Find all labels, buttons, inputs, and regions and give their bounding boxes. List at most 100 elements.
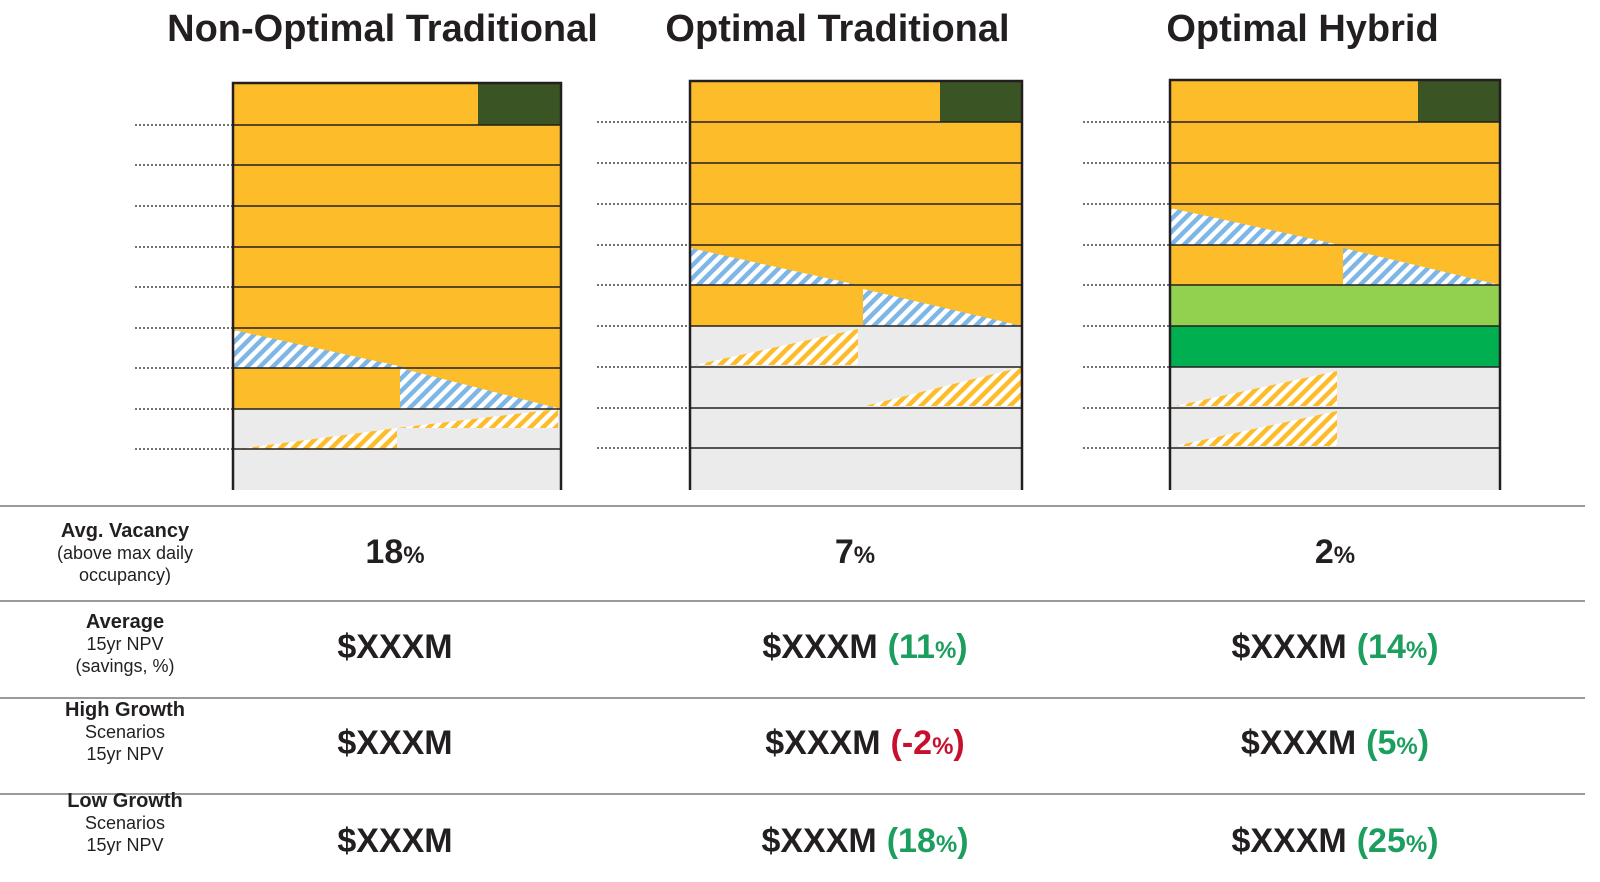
row-label-sub: Scenarios [84, 813, 166, 833]
savings-delta: (11%) [888, 628, 968, 666]
building-outline [231, 81, 563, 490]
row-label-sub: Scenarios [84, 722, 166, 742]
delta-pct: % [1405, 637, 1428, 664]
row-label-head: Average [85, 611, 165, 633]
floor-lines [1170, 121, 1500, 449]
delta-num: -2 [901, 724, 933, 762]
premium-block [1418, 80, 1500, 122]
row-label-sub: 15yr NPV [86, 835, 164, 855]
delta-close: ) [1427, 628, 1439, 666]
value-num: 7 [834, 533, 854, 571]
average-npv-non-optimal: $XXXM [290, 628, 500, 667]
delta-close: ) [957, 822, 969, 860]
delta-pct: % [1396, 733, 1418, 760]
row-label-sub: 15yr NPV [86, 634, 164, 654]
delta-num: 14 [1368, 628, 1406, 666]
building-outline [688, 79, 1024, 490]
yellow-hatch-wedge-lower [1175, 411, 1337, 446]
delta-close: ) [956, 628, 968, 666]
table-rule-1 [0, 600, 1585, 602]
average-npv-optimal-hybrid: $XXXM (14%) [1170, 628, 1500, 667]
delta-open: ( [886, 822, 899, 860]
npv-amount: $XXXM [762, 628, 878, 666]
scenario-title-non-optimal-traditional: Non-Optimal Traditional [167, 8, 598, 50]
floor-dashed-guides [1083, 121, 1170, 449]
value-pct: % [403, 542, 425, 569]
delta-open: ( [1356, 628, 1369, 666]
npv-amount: $XXXM [337, 628, 453, 666]
yellow-hatch-wedge-lower [865, 367, 1022, 406]
floor-lines [233, 124, 561, 450]
vacancy-value-optimal-hybrid: 2% [1250, 533, 1420, 572]
row-label-average-npv: Average 15yr NPV (savings, %) [0, 611, 250, 677]
blue-hatch-wedge-upper [690, 248, 858, 285]
building-optimal-hybrid [1083, 78, 1502, 490]
delta-num: 5 [1377, 724, 1397, 762]
hybrid-space-floor [1170, 326, 1500, 367]
value-num: 2 [1314, 533, 1334, 571]
delta-close: ) [1427, 822, 1439, 860]
yellow-hatch-wedge-left [238, 428, 397, 449]
delta-close: ) [1417, 724, 1430, 762]
premium-block [478, 83, 561, 125]
delta-open: ( [890, 724, 902, 762]
low-growth-npv-optimal-hybrid: $XXXM (25%) [1170, 822, 1500, 861]
average-npv-optimal-traditional: $XXXM (11%) [700, 628, 1030, 667]
npv-amount: $XXXM [1240, 724, 1357, 762]
row-label-low-growth: Low Growth Scenarios 15yr NPV [0, 790, 250, 856]
table-rule-top [0, 505, 1585, 507]
row-label-sub: 15yr NPV [86, 744, 164, 764]
delta-open: ( [887, 628, 899, 666]
yellow-hatch-wedge-upper [695, 329, 858, 365]
floor-lines [690, 121, 1022, 449]
delta-pct: % [1405, 831, 1428, 858]
delta-open: ( [1356, 822, 1369, 860]
building-non-optimal-traditional [135, 81, 563, 490]
vacancy-value-non-optimal: 18% [310, 533, 480, 572]
table-rule-2 [0, 697, 1585, 699]
delta-close: ) [953, 724, 965, 762]
blue-hatch-wedge-lower [400, 368, 561, 409]
floor-dashed-guides [135, 124, 233, 450]
scenario-title-optimal-hybrid: Optimal Hybrid [1166, 8, 1439, 50]
table-rule-3 [0, 793, 1585, 795]
vacancy-value-optimal-traditional: 7% [770, 533, 940, 572]
delta-num: 25 [1368, 822, 1406, 860]
row-label-head: High Growth [65, 699, 185, 721]
floor-dashed-guides [597, 121, 690, 449]
yellow-hatch-wedge-right [397, 409, 558, 428]
npv-amount: $XXXM [1231, 628, 1347, 666]
npv-amount: $XXXM [337, 724, 453, 762]
blue-hatch-wedge-lower [1343, 248, 1500, 285]
high-growth-npv-optimal-hybrid: $XXXM (5%) [1170, 724, 1500, 763]
blue-hatch-wedge-lower [863, 289, 1022, 326]
savings-delta: (-2%) [891, 724, 965, 762]
savings-delta: (25%) [1357, 822, 1439, 860]
npv-amount: $XXXM [761, 822, 877, 860]
row-label-avg-vacancy: Avg. Vacancy (above max daily occupancy) [0, 520, 250, 586]
row-label-sub: (above max daily occupancy) [56, 543, 194, 585]
blue-hatch-wedge-upper [1170, 208, 1340, 245]
delta-num: 18 [898, 822, 936, 860]
delta-open: ( [1366, 724, 1378, 762]
delta-pct: % [935, 831, 958, 858]
value-pct: % [853, 542, 876, 569]
floors-occupied [690, 122, 1022, 326]
building-optimal-traditional [597, 79, 1024, 490]
npv-amount: $XXXM [1231, 822, 1347, 860]
savings-delta: (14%) [1357, 628, 1439, 666]
row-label-head: Avg. Vacancy [60, 520, 190, 542]
npv-amount: $XXXM [765, 724, 881, 762]
high-growth-npv-non-optimal: $XXXM [290, 724, 500, 763]
savings-delta: (5%) [1366, 724, 1429, 762]
blue-hatch-wedge-upper [233, 330, 408, 368]
npv-amount: $XXXM [337, 822, 453, 860]
high-growth-npv-optimal-traditional: $XXXM (-2%) [700, 724, 1030, 763]
building-stack-diagram [135, 78, 1502, 490]
delta-pct: % [934, 637, 957, 664]
premium-block [940, 81, 1022, 122]
value-pct: % [1333, 542, 1356, 569]
row-label-head: Low Growth [67, 790, 183, 812]
row-label-sub: (savings, %) [75, 656, 175, 676]
value-num: 18 [365, 533, 404, 571]
